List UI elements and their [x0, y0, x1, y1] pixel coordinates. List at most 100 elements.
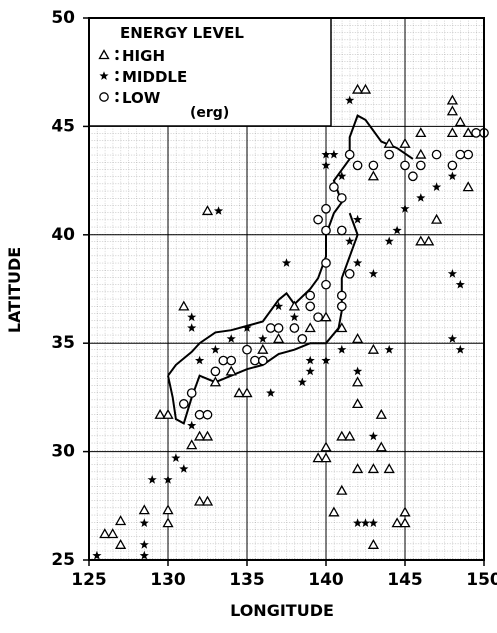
triangle-marker: [399, 506, 411, 517]
star-marker: [353, 214, 363, 224]
x-tick-label: 140: [308, 570, 344, 590]
triangle-marker: [201, 430, 214, 441]
circle-marker: [463, 149, 474, 160]
star-marker: [353, 258, 363, 267]
circle-marker: [313, 214, 323, 225]
star-marker: [384, 344, 394, 354]
triangle-marker: [209, 376, 222, 387]
star-marker: [337, 344, 347, 354]
triangle-marker: [193, 495, 206, 506]
triangle-marker: [375, 441, 387, 452]
y-tick-label: 30: [51, 442, 75, 462]
triangle-marker: [178, 300, 190, 311]
triangle-marker: [233, 387, 245, 398]
y-tick-label: 40: [51, 225, 75, 245]
star-marker: [321, 160, 331, 170]
circle-marker: [415, 160, 426, 171]
plot-frame: [88, 17, 485, 561]
star-marker: [305, 366, 315, 376]
triangle-marker: [351, 463, 364, 474]
triangle-marker: [162, 517, 174, 528]
y-tick-label: 50: [51, 8, 75, 28]
legend-colon: [115, 77, 119, 82]
star-marker: [274, 301, 284, 311]
star-marker: [345, 95, 355, 105]
circle-marker: [321, 203, 331, 214]
star-marker: [321, 149, 331, 159]
triangle-marker: [336, 430, 348, 441]
star-marker: [297, 377, 307, 387]
star-marker: [281, 258, 292, 267]
star-marker: [353, 366, 363, 376]
legend-unit: (erg): [190, 105, 229, 121]
legend-box: [88, 17, 332, 127]
triangle-marker: [446, 105, 459, 116]
star-marker: [187, 420, 197, 430]
circle-marker: [384, 149, 395, 160]
triangle-marker: [367, 170, 380, 181]
triangle-marker: [98, 49, 110, 60]
triangle-marker: [351, 333, 364, 344]
star-marker: [455, 279, 465, 289]
triangle-marker: [320, 452, 332, 463]
star-marker: [139, 550, 149, 560]
triangle-marker: [462, 181, 474, 192]
star-marker: [226, 334, 236, 343]
triangle-marker: [423, 235, 435, 246]
star-marker: [368, 518, 378, 527]
triangle-marker: [320, 311, 332, 322]
triangle-marker: [99, 528, 111, 539]
triangle-marker: [225, 365, 237, 376]
triangle-marker: [351, 376, 364, 387]
triangle-marker: [288, 300, 301, 311]
circle-marker: [265, 323, 276, 333]
star-marker: [305, 355, 315, 365]
star-marker: [329, 149, 339, 159]
triangle-marker: [193, 430, 206, 441]
triangle-marker: [415, 127, 427, 138]
circle-marker: [289, 323, 300, 333]
triangle-marker: [162, 504, 174, 515]
circle-marker: [471, 128, 481, 138]
legend-label: MIDDLE: [122, 68, 187, 86]
star-marker: [368, 269, 378, 278]
star-marker: [99, 71, 109, 80]
triangle-marker: [415, 235, 427, 246]
star-marker: [179, 464, 189, 473]
triangle-marker: [383, 463, 395, 474]
circle-marker: [352, 160, 363, 171]
x-axis-label: LONGITUDE: [230, 601, 334, 620]
circle-marker: [202, 409, 213, 420]
triangle-marker: [367, 343, 380, 354]
triangle-marker: [367, 463, 380, 474]
triangle-marker: [446, 127, 459, 138]
star-marker: [321, 355, 331, 365]
triangle-marker: [336, 322, 348, 333]
star-marker: [242, 323, 252, 332]
star-marker: [171, 453, 181, 462]
star-marker: [353, 518, 363, 527]
star-marker: [384, 236, 394, 246]
circle-marker: [313, 312, 323, 323]
circle-marker: [305, 290, 316, 301]
triangle-marker: [391, 517, 403, 528]
triangle-marker: [462, 127, 474, 138]
y-tick-label: 25: [51, 550, 75, 570]
star-marker: [432, 182, 442, 191]
circle-marker: [226, 355, 237, 366]
triangle-marker: [359, 83, 372, 94]
circle-marker: [186, 388, 197, 398]
circle-marker: [368, 160, 379, 171]
x-tick-label: 125: [71, 570, 107, 590]
circle-marker: [218, 355, 229, 366]
triangle-marker: [399, 517, 411, 528]
star-marker: [447, 171, 457, 181]
circle-marker: [273, 323, 284, 333]
triangle-marker: [186, 439, 198, 450]
circle-marker: [210, 366, 221, 377]
star-marker: [400, 204, 410, 213]
triangle-marker: [312, 452, 324, 463]
star-marker: [337, 171, 347, 181]
star-marker: [147, 475, 157, 484]
